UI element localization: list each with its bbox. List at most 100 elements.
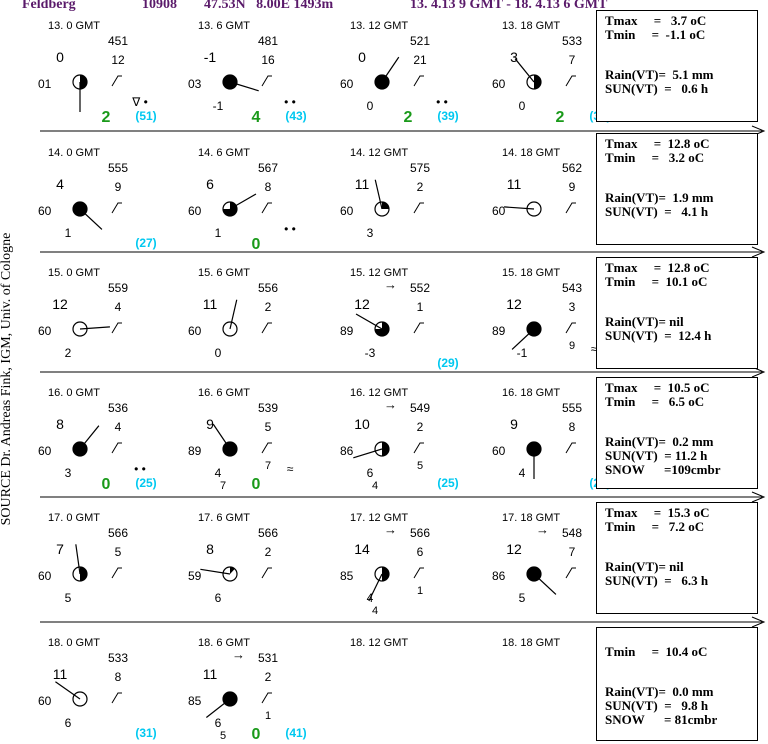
pressure-tendency: 5 [265, 420, 272, 434]
tendency-glyph [111, 322, 122, 334]
geopotential-value: 566 [410, 526, 430, 540]
low-cloud-value: 6 [215, 591, 222, 605]
obs-time: 16. 12 GMT [350, 387, 408, 399]
obs-time: 13. 18 GMT [502, 20, 560, 32]
geopotential-value: 556 [258, 281, 278, 295]
obs-time: 16. 0 GMT [48, 387, 100, 399]
wind-trend-arrow: → [384, 522, 397, 537]
summary-rain: Rain(VT)= 1.9 mm [605, 190, 714, 205]
station-circle-fill [80, 75, 87, 89]
pressure-tendency: 4 [115, 300, 122, 314]
geopotential-value: 566 [108, 526, 128, 540]
tendency-glyph [413, 75, 424, 87]
temperature-value: 8 [206, 541, 214, 557]
dewpoint-value: 60 [492, 444, 506, 458]
obs-time: 16. 18 GMT [502, 387, 560, 399]
wind-barb [229, 81, 259, 92]
summary-rain: Rain(VT)= 5.1 mm [605, 67, 714, 82]
obs-time: 13. 0 GMT [48, 20, 100, 32]
geopotential-value: 549 [410, 401, 430, 415]
dewpoint-value: 60 [188, 204, 202, 218]
wind-barb [229, 193, 257, 210]
summary-tmin: Tmin = -1.1 oC [605, 27, 706, 42]
obs-time: 18. 6 GMT [198, 637, 250, 649]
pressure-tendency: 8 [569, 420, 576, 434]
low-cloud-value: 0 [519, 99, 526, 113]
cloud-code: 0 [252, 476, 261, 493]
weather-symbol: ∇ • [131, 95, 148, 109]
pressure-tendency: 5 [115, 545, 122, 559]
low-cloud-value: 4 [367, 591, 374, 605]
weather-symbol: • • [284, 222, 296, 236]
wind-barb [55, 681, 81, 700]
obs-time: 13. 12 GMT [350, 20, 408, 32]
station-circle-fill [382, 442, 389, 456]
low-cloud-value: -1 [517, 346, 528, 360]
obs-time: 18. 0 GMT [48, 637, 100, 649]
daily-summary-box: Tmax = 12.8 oC Tmin = 3.2 oC Rain(VT)= 1.9… [596, 133, 758, 245]
visibility-code: (41) [285, 726, 306, 740]
tendency-glyph [111, 202, 122, 214]
temperature-value: 9 [206, 416, 214, 432]
weather-symbol: ≈ [287, 462, 294, 476]
temperature-value: 11 [203, 296, 218, 312]
cloud-code: 0 [252, 236, 261, 253]
summary-tmax: Tmax = 12.8 oC [605, 260, 710, 275]
cloud-code: 0 [102, 476, 111, 493]
dewpoint-value: 60 [38, 694, 52, 708]
wind-barb [205, 698, 231, 718]
extra-value-2: 4 [372, 480, 378, 492]
visibility-code: (25) [437, 476, 458, 490]
dewpoint-value: 85 [188, 694, 202, 708]
wind-trend-arrow: → [384, 397, 397, 412]
tendency-glyph [261, 202, 272, 214]
pressure-tendency: 21 [413, 53, 427, 67]
wind-barb [533, 573, 557, 595]
pressure-tendency: 16 [261, 53, 275, 67]
station-circle-fill [382, 202, 389, 209]
temperature-value: 12 [506, 296, 522, 312]
geopotential-value: 481 [258, 34, 278, 48]
dewpoint-value: 60 [38, 444, 52, 458]
weather-symbol: • • [436, 95, 448, 109]
tendency-glyph [413, 202, 424, 214]
pressure-tendency: 4 [115, 420, 122, 434]
low-cloud-value: 1 [65, 226, 72, 240]
dewpoint-value: 60 [188, 324, 202, 338]
geopotential-value: 451 [108, 34, 128, 48]
low-cloud-value: 6 [65, 716, 72, 730]
visibility-code: (29) [437, 356, 458, 370]
summary-tmax: Tmax = 3.7 oC [605, 13, 707, 28]
cloud-code: 4 [252, 109, 261, 126]
tendency-glyph [111, 567, 122, 579]
visibility-code: (31) [135, 726, 156, 740]
temperature-value: 12 [506, 541, 522, 557]
geopotential-value: 536 [108, 401, 128, 415]
separator-arrowhead [751, 491, 766, 503]
daily-summary-box: Tmin = 10.4 oC Rain(VT)= 0.0 mm SUN(VT) = … [596, 627, 758, 741]
geopotential-value: 543 [562, 281, 582, 295]
visibility-code: (43) [285, 109, 306, 123]
summary-tmax: Tmax = 15.3 oC [605, 505, 710, 520]
pressure-tendency: 2 [265, 545, 272, 559]
dewpoint-value: 89 [188, 444, 202, 458]
low-cloud-value: 3 [367, 226, 374, 240]
tendency-glyph [111, 442, 122, 454]
wind-barb [374, 179, 383, 210]
dewpoint-value: 60 [492, 204, 506, 218]
low-cloud-value: 6 [215, 716, 222, 730]
wind-barb [79, 425, 100, 450]
pressure-tendency: 3 [569, 300, 576, 314]
station-circle-fill [534, 75, 541, 89]
low-cloud-value: 0 [215, 346, 222, 360]
summary-sun: SUN(VT) = 0.6 h [605, 81, 709, 96]
cloud-code: 2 [556, 109, 565, 126]
summary-rain: Rain(VT)= nil [605, 559, 684, 574]
dewpoint-value: 89 [492, 324, 506, 338]
daily-summary-box: Tmax = 12.8 oC Tmin = 10.1 oC Rain(VT)= ni… [596, 257, 758, 369]
extra-value: 7 [265, 460, 271, 472]
separator-arrowhead [751, 616, 766, 628]
obs-time: 18. 12 GMT [350, 637, 408, 649]
pressure-tendency: 2 [417, 180, 424, 194]
